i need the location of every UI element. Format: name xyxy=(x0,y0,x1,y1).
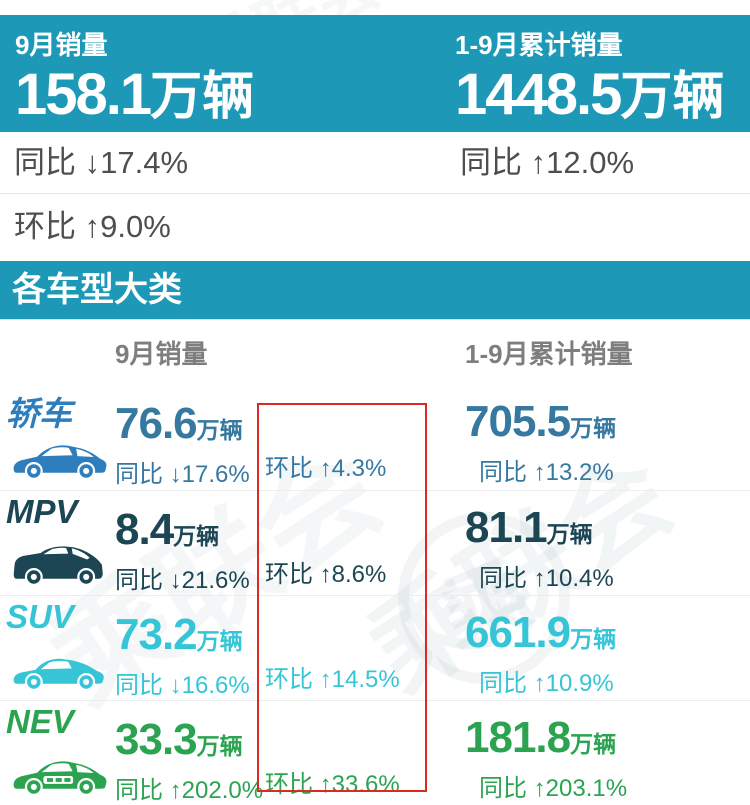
yoy-change: 同比 ↑13.2% xyxy=(479,459,614,486)
table-header: 9月销量 1-9月累计销量 xyxy=(0,320,750,385)
suv-month-sales: 73.2万辆 同比 ↓16.6% xyxy=(115,596,275,700)
sales-unit: 万辆 xyxy=(570,626,617,652)
sales-unit: 万辆 xyxy=(173,523,220,549)
sales-unit: 万辆 xyxy=(196,733,243,759)
category-sedan: 轿车 xyxy=(6,387,114,480)
september-summary: 9月销量 158.1万辆 xyxy=(15,15,254,124)
cumulative-sales-label: 1-9月累计销量 xyxy=(455,30,623,60)
column-header-month: 9月销量 xyxy=(115,339,208,369)
category-label: SUV xyxy=(6,598,74,635)
sales-value: 81.1万辆 xyxy=(465,505,735,561)
cumulative-sales-unit: 万辆 xyxy=(620,68,725,126)
sales-number: 661.9 xyxy=(465,608,571,657)
mom-change: 环比 ↑4.3% xyxy=(265,455,387,482)
nev-car-icon xyxy=(12,747,108,799)
mom-change: 环比 ↑33.6% xyxy=(265,771,400,798)
mom-change: 环比 ↑14.5% xyxy=(265,666,400,693)
mpv-cumulative-sales: 81.1万辆 同比 ↑10.4% xyxy=(465,491,735,593)
sedan-cumulative-sales: 705.5万辆 同比 ↑13.2% xyxy=(465,385,735,487)
september-sales-number: 158.1 xyxy=(15,62,152,127)
yoy-change: 同比 ↓16.6% xyxy=(115,672,250,699)
september-sales-unit: 万辆 xyxy=(150,68,255,126)
mpv-car-icon xyxy=(12,537,108,589)
category-label: 轿车 xyxy=(6,395,72,432)
cumulative-summary: 1-9月累计销量 1448.5万辆 xyxy=(455,15,724,124)
sales-number: 8.4 xyxy=(115,505,174,554)
sedan-month-sales: 76.6万辆 同比 ↓17.6% xyxy=(115,385,275,489)
sales-value: 33.3万辆 xyxy=(115,717,275,773)
mpv-month-sales: 8.4万辆 同比 ↓21.6% xyxy=(115,491,275,595)
suv-mom-change: 环比 ↑14.5% xyxy=(265,596,425,694)
category-label: NEV xyxy=(6,703,74,740)
cumulative-sales-value: 1448.5万辆 xyxy=(455,66,724,124)
mpv-mom-change: 环比 ↑8.6% xyxy=(265,491,425,589)
sales-number: 81.1 xyxy=(465,503,548,552)
sales-value: 8.4万辆 xyxy=(115,507,275,563)
sales-unit: 万辆 xyxy=(570,415,617,441)
table-row-nev: NEV 33.3万辆 同比 ↑202.0% xyxy=(0,700,750,805)
september-mom: 环比 ↑9.0% xyxy=(14,209,171,244)
yoy-change: 同比 ↓21.6% xyxy=(115,567,250,594)
suv-car-icon xyxy=(12,642,108,694)
category-nev: NEV xyxy=(6,703,114,796)
nev-mom-change: 环比 ↑33.6% xyxy=(265,701,425,799)
sales-unit: 万辆 xyxy=(196,417,243,443)
sales-value: 73.2万辆 xyxy=(115,612,275,668)
yoy-change: 同比 ↑10.4% xyxy=(479,565,614,592)
sales-value: 705.5万辆 xyxy=(465,399,735,455)
yoy-change: 同比 ↑203.1% xyxy=(479,775,628,802)
yoy-stats-row: 同比 ↓17.4% 同比 ↑12.0% xyxy=(0,132,750,194)
cumulative-sales-number: 1448.5 xyxy=(455,62,622,127)
suv-cumulative-sales: 661.9万辆 同比 ↑10.9% xyxy=(465,596,735,698)
sales-number: 73.2 xyxy=(115,610,198,659)
yoy-change: 同比 ↑202.0% xyxy=(115,777,264,804)
summary-banner: 9月销量 158.1万辆 1-9月累计销量 1448.5万辆 xyxy=(0,15,750,132)
september-sales-label: 9月销量 xyxy=(15,30,108,60)
september-yoy: 同比 ↓17.4% xyxy=(14,145,189,180)
sales-number: 76.6 xyxy=(115,399,198,448)
sales-value: 661.9万辆 xyxy=(465,610,735,666)
sales-value: 181.8万辆 xyxy=(465,715,735,771)
sales-unit: 万辆 xyxy=(546,521,593,547)
sales-unit: 万辆 xyxy=(570,731,617,757)
yoy-change: 同比 ↓17.6% xyxy=(115,461,250,488)
nev-month-sales: 33.3万辆 同比 ↑202.0% xyxy=(115,701,275,805)
category-suv: SUV xyxy=(6,598,114,691)
mom-stats-row: 环比 ↑9.0% xyxy=(0,194,750,260)
mom-change: 环比 ↑8.6% xyxy=(265,561,387,588)
table-row-sedan: 轿车 76.6万辆 同比 ↓17.6% 环比 ↑4.3% 705.5万辆 xyxy=(0,385,750,490)
sales-value: 76.6万辆 xyxy=(115,401,275,457)
category-mpv: MPV xyxy=(6,493,114,586)
cumulative-yoy: 同比 ↑12.0% xyxy=(460,145,635,180)
section-title: 各车型大类 xyxy=(0,261,750,320)
yoy-change: 同比 ↑10.9% xyxy=(479,670,614,697)
section-title-text: 各车型大类 xyxy=(12,271,182,309)
category-label: MPV xyxy=(6,493,78,530)
column-header-cumulative: 1-9月累计销量 xyxy=(465,339,633,369)
nev-cumulative-sales: 181.8万辆 同比 ↑203.1% xyxy=(465,701,735,803)
table-row-mpv: MPV 8.4万辆 同比 ↓21.6% 环比 ↑8.6% 81.1万辆 xyxy=(0,490,750,596)
sales-unit: 万辆 xyxy=(196,628,243,654)
sedan-mom-change: 环比 ↑4.3% xyxy=(265,385,425,483)
sales-number: 705.5 xyxy=(465,397,571,446)
table-row-suv: SUV 73.2万辆 同比 ↓16.6% 环比 ↑14.5% 661.9万辆 同… xyxy=(0,595,750,701)
september-sales-value: 158.1万辆 xyxy=(15,66,254,124)
sedan-car-icon xyxy=(12,431,108,483)
sales-number: 181.8 xyxy=(465,713,571,762)
sales-number: 33.3 xyxy=(115,715,198,764)
